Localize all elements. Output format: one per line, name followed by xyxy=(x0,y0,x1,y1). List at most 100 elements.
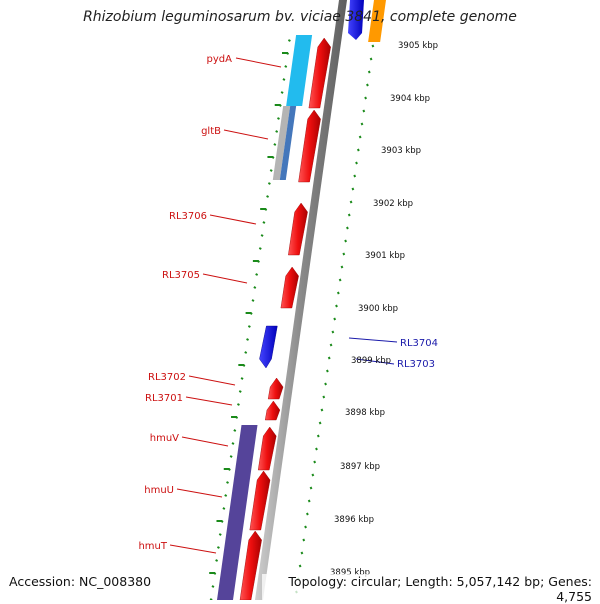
tick-mark xyxy=(244,351,248,354)
tick-mark xyxy=(344,239,347,243)
tick-mark xyxy=(320,408,324,412)
tick-mark xyxy=(211,585,215,588)
tick-mark xyxy=(311,473,315,477)
accession-text: Accession: NC_008380 xyxy=(9,574,152,589)
tick-mark xyxy=(255,273,259,276)
gene-label-hmuT: hmuT xyxy=(138,541,167,552)
tick-mark xyxy=(247,325,251,328)
tick-mark xyxy=(238,390,242,393)
scale-label: 3901 kbp xyxy=(365,251,405,261)
tick-mark xyxy=(324,382,327,386)
gene-label-hmuV: hmuV xyxy=(150,433,179,444)
scale-label: 3897 kbp xyxy=(340,462,380,472)
gene-label-RL3702: RL3702 xyxy=(148,372,186,383)
tick-mark xyxy=(329,343,333,347)
gene-leader-line xyxy=(181,436,229,447)
scale-label: 3902 kbp xyxy=(373,199,413,209)
tick-mark xyxy=(224,494,228,497)
tick-mark xyxy=(280,91,284,94)
scale-label: 3899 kbp xyxy=(351,356,391,366)
gene-label-hmuU: hmuU xyxy=(144,485,174,496)
tick-mark xyxy=(313,460,317,464)
gene-arrow-RL3701 xyxy=(264,400,281,421)
tick-mark xyxy=(260,234,264,237)
tick-mark xyxy=(215,559,219,562)
tick-mark xyxy=(282,78,286,81)
tick-mark xyxy=(326,369,329,373)
tick-mark xyxy=(266,195,270,198)
tick-mark xyxy=(316,434,320,438)
tick-mark xyxy=(240,377,244,380)
gene-arrow-partial xyxy=(348,0,364,40)
gene-label-layer: pydA gltB RL3706 RL3705 RL3704 RL3703 RL3702 RL… xyxy=(138,54,438,554)
tick-mark xyxy=(287,39,291,42)
tick-mark xyxy=(331,330,335,334)
map-title: Rhizobium leguminosarum bv. viciae 3841,… xyxy=(83,9,517,25)
tick-mark xyxy=(338,278,342,282)
gene-label-RL3705: RL3705 xyxy=(162,270,200,281)
tick-mark xyxy=(233,429,237,432)
tick-mark xyxy=(369,57,373,61)
tick-mark xyxy=(258,247,262,250)
tick-mark xyxy=(298,564,302,568)
tick-mark xyxy=(300,551,304,555)
gene-leader-line xyxy=(223,129,269,140)
scale-label: 3896 kbp xyxy=(334,515,374,525)
tick-mark xyxy=(262,221,266,224)
tick-mark xyxy=(284,65,288,68)
gene-leader-line xyxy=(188,375,236,386)
tick-mark xyxy=(351,187,355,191)
gene-leader-line xyxy=(348,337,398,343)
scale-label-layer: 3905 kbp 3904 kbp 3903 kbp 3902 kbp 3901 kbp… xyxy=(330,41,438,578)
tick-mark xyxy=(364,96,368,100)
tick-mark xyxy=(318,421,322,425)
tick-mark xyxy=(367,70,371,74)
gene-track xyxy=(239,0,364,601)
tick-mark xyxy=(304,525,307,529)
scale-label: 3900 kbp xyxy=(358,304,398,314)
gene-label-pydA: pydA xyxy=(207,54,233,65)
gene-label-RL3701: RL3701 xyxy=(145,393,183,404)
tick-mark xyxy=(315,447,318,451)
tick-mark xyxy=(353,174,357,178)
tick-mark xyxy=(222,507,226,510)
tick-mark xyxy=(371,44,375,48)
gene-arrow-RL3702 xyxy=(267,377,284,400)
scale-label: 3903 kbp xyxy=(381,146,421,156)
tick-mark xyxy=(231,442,235,445)
gene-label-gltB: gltB xyxy=(201,126,221,137)
tick-mark xyxy=(340,265,344,269)
tick-mark xyxy=(275,130,279,133)
gene-leader-line xyxy=(202,273,248,284)
tick-mark xyxy=(366,83,369,87)
tick-mark xyxy=(277,117,280,120)
gene-label-RL3706: RL3706 xyxy=(169,211,207,222)
tick-mark xyxy=(327,356,331,360)
gene-leader-line xyxy=(209,214,257,225)
cog-box-orange xyxy=(368,0,386,42)
gene-leader-line xyxy=(235,57,282,68)
gene-arrow-RL3705 xyxy=(280,266,299,309)
tick-mark xyxy=(246,338,249,341)
cog-box-purple xyxy=(217,425,258,600)
gene-label-RL3704: RL3704 xyxy=(400,338,438,349)
tick-mark xyxy=(216,546,220,549)
tick-mark xyxy=(349,200,353,204)
cog-track xyxy=(217,0,386,600)
gene-arrow-hmuV xyxy=(257,426,277,471)
scale-label: 3898 kbp xyxy=(345,408,385,418)
tick-mark xyxy=(229,455,233,458)
tick-mark xyxy=(307,499,311,503)
tick-mark xyxy=(267,182,271,185)
tick-mark xyxy=(226,481,229,484)
tick-mark xyxy=(309,486,313,490)
tick-mark xyxy=(347,213,351,217)
tick-mark xyxy=(269,169,273,172)
tick-mark xyxy=(305,512,309,516)
scale-label: 3905 kbp xyxy=(398,41,438,51)
cog-box-gray xyxy=(272,106,291,180)
tick-mark xyxy=(333,317,337,321)
tick-mark xyxy=(253,286,257,289)
